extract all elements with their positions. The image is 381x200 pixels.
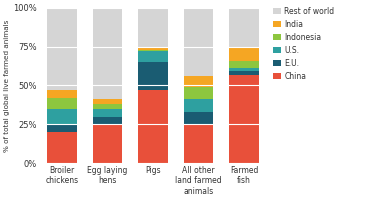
Bar [138, 50, 168, 51]
Bar [47, 132, 77, 163]
Legend: Rest of world, India, Indonesia, U.S., E.U., China: Rest of world, India, Indonesia, U.S., E… [273, 7, 335, 81]
Bar [93, 104, 122, 109]
Bar [229, 61, 259, 68]
Bar [184, 8, 213, 163]
Bar [184, 76, 213, 87]
Bar [47, 90, 77, 98]
Bar [138, 48, 168, 50]
Bar [184, 112, 213, 124]
Bar [93, 117, 122, 124]
Bar [138, 51, 168, 62]
Bar [47, 124, 77, 132]
Bar [47, 98, 77, 109]
Bar [229, 8, 259, 163]
Bar [93, 124, 122, 163]
Bar [138, 62, 168, 90]
Bar [93, 99, 122, 104]
Bar [184, 124, 213, 163]
Bar [47, 109, 77, 124]
Bar [47, 8, 77, 163]
Bar [138, 8, 168, 163]
Bar [93, 8, 122, 163]
Bar [184, 99, 213, 112]
Bar [229, 71, 259, 75]
Bar [138, 90, 168, 163]
Bar [184, 87, 213, 99]
Y-axis label: % of total global live farmed animals: % of total global live farmed animals [4, 19, 10, 152]
Bar [229, 68, 259, 71]
Bar [93, 109, 122, 117]
Bar [229, 47, 259, 61]
Bar [229, 75, 259, 163]
